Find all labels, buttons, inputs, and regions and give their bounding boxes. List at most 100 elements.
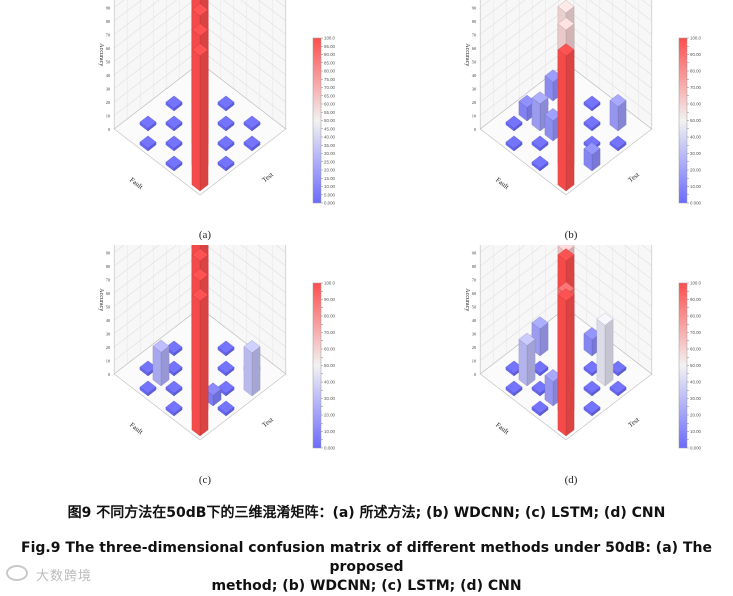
- z-tick-label: 30: [106, 332, 111, 337]
- z-axis-label: Accuracy: [98, 43, 104, 66]
- wall-gridline: [114, 245, 286, 294]
- colorbar-tick-label: 40.00: [324, 135, 336, 140]
- colorbar-tick-label: 10.00: [324, 429, 336, 434]
- bar-face: [557, 294, 567, 437]
- bar-top: [531, 400, 549, 414]
- y-axis-label-test: Test: [261, 171, 275, 184]
- bar-face: [604, 318, 614, 387]
- bar-top: [165, 400, 183, 414]
- bar-face: [518, 338, 528, 387]
- bar-top: [217, 115, 235, 129]
- z-tick-label: 20: [106, 345, 111, 350]
- bar-face: [596, 318, 606, 387]
- bar-top: [191, 288, 209, 302]
- wall-gridline: [480, 245, 652, 294]
- colorbar-tick-label: 0.000: [324, 201, 336, 206]
- bar-top: [217, 155, 235, 169]
- bar-top: [609, 135, 627, 149]
- colorbar-tick-label: 90.00: [324, 52, 336, 57]
- bar-face: [243, 346, 253, 397]
- colorbar: [312, 282, 322, 449]
- chart-a-svg: 1009080706050403020100AccuracyFaultTest1…: [98, 0, 336, 241]
- bar-top: [609, 94, 627, 107]
- z-tick-label: 80: [106, 264, 111, 269]
- colorbar-tick-label: 30.00: [690, 151, 702, 156]
- bar-top: [165, 135, 183, 149]
- chart-d-svg: 1009080706050403020100AccuracyFaultTest1…: [464, 245, 702, 486]
- z-tick-label: 80: [472, 19, 477, 24]
- colorbar-tick-label: 45.00: [324, 126, 336, 131]
- z-tick-label: 10: [472, 359, 477, 364]
- bar-top: [243, 340, 261, 353]
- z-tick-label: 80: [472, 264, 477, 269]
- chart-c-svg: 1009080706050403020100AccuracyFaultTest1…: [98, 245, 336, 486]
- bar-top: [165, 115, 183, 129]
- z-tick-label: 50: [106, 60, 111, 65]
- bar-top: [217, 95, 235, 109]
- bar-top: [217, 135, 235, 149]
- colorbar-tick-label: 0.000: [324, 446, 336, 451]
- chart-panel-b: 1009080706050403020100AccuracyFaultTest1…: [366, 0, 732, 250]
- z-tick-label: 70: [106, 33, 111, 38]
- bar-top: [191, 248, 209, 262]
- bar-top: [596, 312, 614, 326]
- colorbar-tick-label: 80.00: [690, 314, 702, 319]
- wall-gridline: [480, 245, 652, 307]
- bar-top: [243, 135, 261, 149]
- colorbar-tick-label: 30.00: [324, 396, 336, 401]
- bar-top: [518, 332, 536, 346]
- bar-face: [557, 49, 567, 192]
- x-axis-label-fault: Fault: [128, 176, 144, 191]
- z-tick-label: 0: [108, 127, 111, 132]
- colorbar-tick-label: 70.00: [324, 330, 336, 335]
- colorbar-tick-label: 85.00: [324, 60, 336, 65]
- chart-panel-a: 1009080706050403020100AccuracyFaultTest1…: [0, 0, 366, 250]
- colorbar-tick-label: 60.00: [324, 347, 336, 352]
- x-axis-label-fault: Fault: [128, 421, 144, 436]
- bar-top: [191, 23, 209, 37]
- colorbar-tick-label: 80.00: [690, 69, 702, 74]
- colorbar-tick-label: 70.00: [690, 330, 702, 335]
- colorbar-tick-label: 20.00: [324, 413, 336, 418]
- wall-gridline: [114, 0, 286, 62]
- bar-top: [557, 288, 575, 302]
- figure-caption-chinese: 图9 不同方法在50dB下的三维混淆矩阵：(a) 所述方法; (b) WDCNN…: [67, 505, 666, 521]
- colorbar-tick-label: 40.00: [324, 380, 336, 385]
- z-tick-label: 90: [106, 251, 111, 256]
- bar-top: [557, 248, 575, 262]
- z-tick-label: 0: [474, 372, 477, 377]
- figure-caption-english-line2: method; (b) WDCNN; (c) LSTM; (d) CNN: [211, 578, 522, 594]
- z-tick-label: 40: [106, 318, 111, 323]
- bar-top: [583, 400, 601, 414]
- chart-panel-d: 1009080706050403020100AccuracyFaultTest1…: [366, 245, 732, 495]
- z-tick-label: 90: [472, 251, 477, 256]
- colorbar-tick-label: 35.00: [324, 143, 336, 148]
- wall-gridline: [480, 0, 652, 35]
- z-tick-label: 60: [472, 291, 477, 296]
- colorbar-tick-label: 60.00: [690, 347, 702, 352]
- bar-top: [243, 115, 261, 129]
- bar-top: [191, 268, 209, 282]
- colorbar-tick-label: 90.00: [690, 297, 702, 302]
- z-axis-label: Accuracy: [464, 43, 470, 66]
- colorbar-tick-label: 70.00: [324, 85, 336, 90]
- y-axis-label-test: Test: [261, 416, 275, 429]
- bar-face: [191, 294, 201, 437]
- bar-face: [199, 294, 209, 437]
- x-axis-label-fault: Fault: [494, 421, 510, 436]
- colorbar-tick-label: 100.0: [324, 281, 336, 286]
- bar-top: [165, 155, 183, 169]
- z-tick-label: 20: [472, 100, 477, 105]
- bar-face: [565, 49, 575, 192]
- colorbar: [678, 282, 688, 449]
- z-axis-label: Accuracy: [464, 288, 470, 311]
- z-tick-label: 70: [106, 278, 111, 283]
- colorbar-tick-label: 50.00: [324, 118, 336, 123]
- bar-top: [191, 3, 209, 17]
- colorbar-tick-label: 25.00: [324, 159, 336, 164]
- wall-gridline: [114, 245, 286, 280]
- bar-top: [557, 43, 575, 57]
- panel-label: (c): [199, 474, 212, 486]
- bar-top: [505, 135, 523, 149]
- colorbar-tick-label: 65.00: [324, 93, 336, 98]
